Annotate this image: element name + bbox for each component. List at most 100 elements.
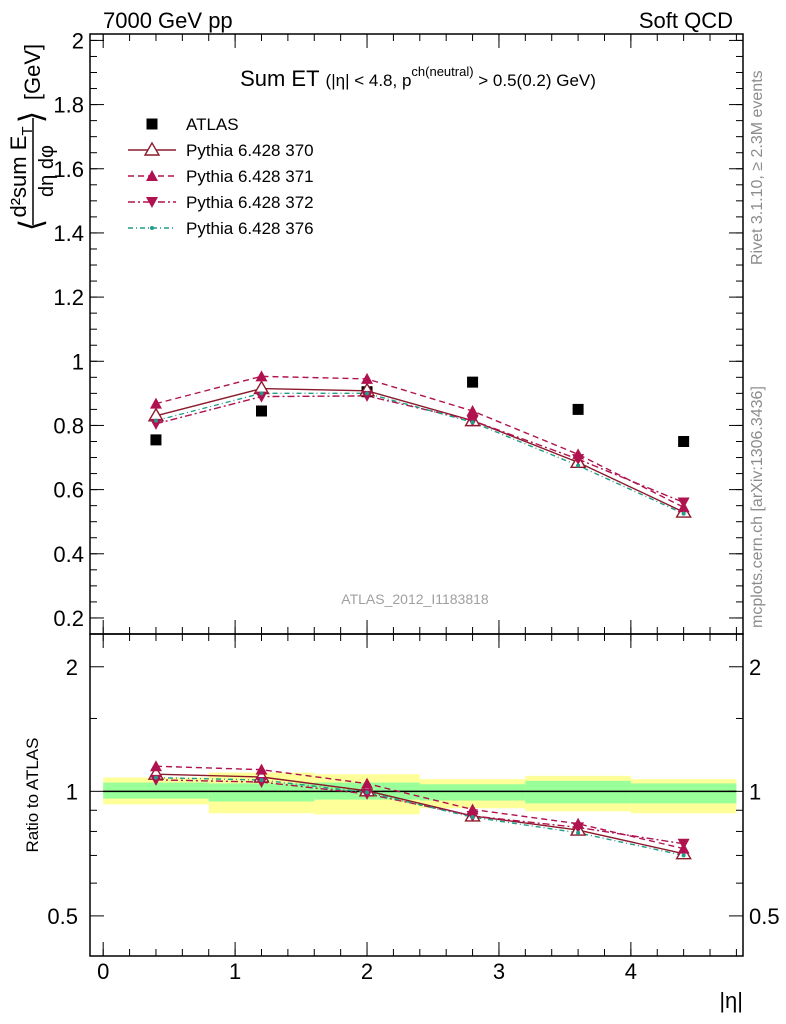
ratio-y-axis-label: Ratio to ATLAS — [23, 738, 42, 853]
main-title-sub: (|η| < 4.8, p — [326, 71, 412, 90]
main-point-pythia-6-428-376-3 — [470, 420, 475, 425]
legend-marker-atlas — [146, 118, 158, 130]
ratio-axes: 0.5 0.5 1 1 2 2 0 1 2 3 4 — [47, 633, 780, 984]
main-point-pythia-6-428-372-4 — [572, 454, 585, 466]
ratio-series-markers — [147, 760, 692, 860]
y-label-num-text: d²sum E — [6, 136, 31, 218]
ratio-band-green-3 — [419, 784, 526, 801]
legend: ATLAS Pythia 6.428 370 Pythia 6.428 371 Pyt… — [128, 115, 314, 238]
ratio-point-pythia-6-428-372-5 — [677, 838, 690, 850]
ratio-point-pythia-6-428-376-2 — [365, 790, 370, 795]
y-label-bracket-close: ⟩ — [13, 111, 49, 123]
legend-label-atlas: ATLAS — [186, 115, 239, 134]
ratio-point-pythia-6-428-376-1 — [259, 778, 264, 783]
ratio-frame — [89, 633, 744, 957]
main-point-pythia-6-428-376-5 — [681, 511, 686, 516]
ratio-band-green-1 — [208, 783, 315, 802]
rivet-note: Rivet 3.1.10, ≥ 2.3M events — [749, 70, 766, 265]
ratio-band-green-4 — [525, 780, 631, 804]
ratio-y-tick-label-left: 0.5 — [47, 904, 78, 929]
main-point-pythia-6-428-372-2 — [361, 390, 374, 402]
main-point-pythia-6-428-372-0 — [149, 418, 162, 430]
main-axes: 0.2 0.4 0.6 0.8 1 1.2 1.4 1.6 1.8 2 — [53, 28, 744, 635]
main-y-tick-label: 0.4 — [53, 542, 84, 567]
watermark: ATLAS_2012_I1183818 — [341, 591, 489, 607]
legend-marker-pythia-6-428-370 — [143, 141, 161, 156]
x-tick-label: 1 — [229, 959, 241, 984]
ratio-point-pythia-6-428-376-0 — [153, 775, 158, 780]
main-point-pythia-6-428-371-0 — [149, 397, 162, 409]
ratio-point-pythia-6-428-371-0 — [149, 760, 162, 772]
ratio-y-tick-label-right: 1 — [749, 779, 761, 804]
ratio-line-pythia-6-428-370 — [155, 773, 684, 855]
main-title-sup: ch(neutral) — [411, 64, 473, 79]
main-point-pythia-6-428-376-0 — [153, 418, 158, 423]
legend-label-pythia-6-428-376: Pythia 6.428 376 — [186, 219, 314, 238]
ratio-y-tick-label-right: 0.5 — [749, 904, 780, 929]
ratio-y-tick-label-left: 2 — [66, 655, 78, 680]
ratio-series-lines — [155, 765, 684, 857]
ratio-point-pythia-6-428-371-1 — [255, 763, 268, 775]
y-label-num-sub: T — [19, 126, 36, 135]
main-title: Sum ET (|η| < 4.8, pch(neutral) > 0.5(0.2… — [240, 64, 596, 91]
legend-label-pythia-6-428-372: Pythia 6.428 372 — [186, 193, 314, 212]
y-label-unit: [GeV] — [20, 44, 45, 100]
main-point-atlas-1 — [255, 405, 267, 417]
main-y-tick-label: 1.2 — [53, 285, 84, 310]
x-tick-label: 2 — [361, 959, 373, 984]
main-y-tick-label: 1.6 — [53, 157, 84, 182]
ratio-point-pythia-6-428-371-2 — [361, 777, 374, 789]
legend-marker-pythia-6-428-372 — [146, 197, 158, 208]
x-tick-label: 4 — [625, 959, 637, 984]
y-label-numerator: d²sum ET — [6, 126, 36, 217]
legend-marker-pythia-6-428-376 — [150, 226, 154, 230]
main-y-tick-label: 0.2 — [53, 606, 84, 631]
main-point-pythia-6-428-371-3 — [466, 405, 479, 417]
main-series-lines — [155, 375, 684, 515]
main-y-tick-label: 1 — [72, 349, 84, 374]
ratio-point-pythia-6-428-376-5 — [681, 853, 686, 858]
main-title-text: Sum ET — [240, 66, 319, 91]
main-title-tail: > 0.5(0.2) GeV) — [474, 71, 596, 90]
main-point-pythia-6-428-371-1 — [255, 370, 268, 382]
ratio-line-pythia-6-428-371 — [155, 765, 684, 850]
main-series-markers — [147, 370, 692, 518]
main-line-pythia-6-428-371 — [155, 375, 684, 508]
main-y-tick-label: 2 — [72, 28, 84, 53]
main-point-atlas-3 — [467, 376, 479, 388]
main-y-tick-label: 1.8 — [53, 93, 84, 118]
legend-label-pythia-6-428-371: Pythia 6.428 371 — [186, 167, 314, 186]
ratio-band-green-5 — [630, 783, 737, 804]
ratio-y-tick-label-left: 1 — [66, 779, 78, 804]
ratio-point-pythia-6-428-376-3 — [470, 815, 475, 820]
ratio-point-pythia-6-428-372-1 — [255, 777, 268, 789]
main-point-atlas-0 — [150, 434, 162, 446]
ratio-y-tick-label-right: 2 — [749, 655, 761, 680]
main-y-tick-label: 0.8 — [53, 413, 84, 438]
main-point-pythia-6-428-372-1 — [255, 391, 268, 403]
ratio-line-pythia-6-428-376 — [155, 776, 684, 857]
main-line-pythia-6-428-370 — [155, 387, 684, 513]
ratio-point-pythia-6-428-372-0 — [149, 774, 162, 786]
main-y-axis-label: ⟨ d²sum ET dη dφ ⟩ [GeV] — [6, 44, 58, 231]
main-point-pythia-6-428-376-2 — [365, 391, 370, 396]
legend-label-pythia-6-428-370: Pythia 6.428 370 — [186, 141, 314, 160]
main-line-pythia-6-428-372 — [155, 395, 684, 504]
main-y-tick-label: 0.6 — [53, 478, 84, 503]
main-point-pythia-6-428-371-2 — [361, 372, 374, 384]
ratio-point-pythia-6-428-372-4 — [572, 822, 585, 834]
y-label-bracket-open: ⟨ — [13, 219, 49, 231]
y-label-denominator: dη dφ — [36, 145, 58, 197]
x-axis-label: |η| — [719, 988, 743, 1013]
main-point-atlas-4 — [572, 403, 584, 415]
header-right: Soft QCD — [639, 8, 733, 33]
x-tick-label: 3 — [493, 959, 505, 984]
x-tick-label: 0 — [97, 959, 109, 984]
mcplots-note: mcplots.cern.ch [arXiv:1306.3436] — [749, 386, 766, 628]
main-point-pythia-6-428-372-5 — [677, 497, 690, 509]
main-point-pythia-6-428-376-4 — [576, 463, 581, 468]
main-y-tick-label: 1.4 — [53, 221, 84, 246]
header-left: 7000 GeV pp — [103, 8, 233, 33]
main-point-pythia-6-428-376-1 — [259, 391, 264, 396]
